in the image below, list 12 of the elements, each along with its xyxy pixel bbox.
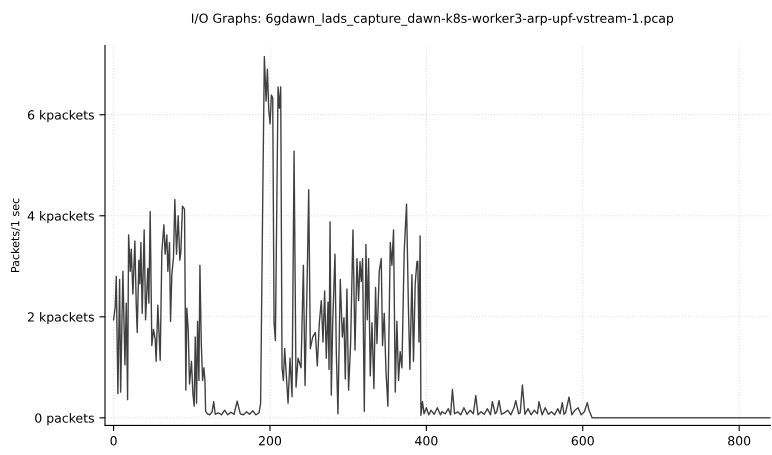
chart-title: I/O Graphs: 6gdawn_lads_capture_dawn-k8s-worker3-arp-upf-vstream-1.pcap	[192, 13, 674, 26]
x-tick-label: 400	[415, 436, 438, 446]
y-tick-label: 4 kpackets	[28, 211, 94, 224]
y-axis-title: Packets/1 sec	[10, 198, 20, 272]
x-tick-label: 800	[728, 436, 750, 446]
y-tick-label: 2 kpackets	[28, 312, 94, 324]
x-tick-label: 0	[110, 436, 117, 446]
line-series	[112, 56, 770, 419]
y-tick-label: 6 kpackets	[28, 110, 94, 122]
x-tick-label: 200	[258, 436, 282, 446]
x-tick-label: 600	[572, 436, 594, 446]
y-tick-label: 0 packets	[35, 413, 94, 426]
